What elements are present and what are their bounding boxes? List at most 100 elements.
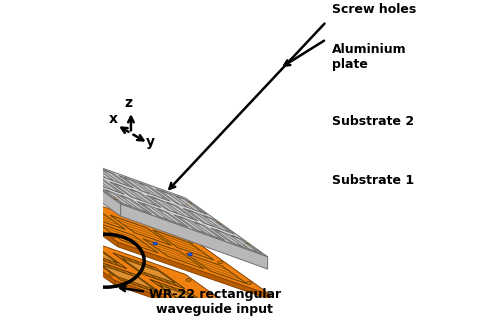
Polygon shape [38, 145, 268, 257]
Polygon shape [46, 149, 97, 175]
Ellipse shape [188, 253, 192, 256]
Ellipse shape [86, 176, 91, 179]
Ellipse shape [52, 232, 57, 235]
Polygon shape [194, 222, 220, 238]
Polygon shape [188, 210, 214, 226]
Polygon shape [130, 190, 156, 206]
Polygon shape [194, 222, 202, 225]
Polygon shape [115, 280, 268, 318]
Ellipse shape [214, 299, 220, 302]
Polygon shape [216, 230, 223, 232]
Polygon shape [87, 164, 114, 180]
Polygon shape [50, 151, 58, 154]
Text: x: x [109, 112, 118, 126]
Polygon shape [38, 145, 120, 216]
Ellipse shape [112, 235, 117, 238]
Polygon shape [204, 216, 210, 218]
Text: Aluminium
plate: Aluminium plate [332, 43, 407, 71]
Ellipse shape [244, 243, 249, 246]
Ellipse shape [153, 242, 158, 245]
Polygon shape [178, 217, 205, 233]
Ellipse shape [246, 281, 252, 284]
Polygon shape [36, 183, 270, 295]
Polygon shape [112, 253, 185, 289]
Polygon shape [118, 242, 270, 300]
Ellipse shape [114, 197, 120, 200]
Polygon shape [73, 169, 124, 194]
Polygon shape [176, 196, 202, 212]
Polygon shape [158, 209, 164, 212]
Polygon shape [105, 190, 132, 206]
Polygon shape [54, 233, 127, 269]
Polygon shape [122, 259, 176, 283]
Polygon shape [120, 196, 147, 212]
Polygon shape [150, 279, 222, 315]
Polygon shape [210, 228, 262, 254]
Ellipse shape [189, 240, 194, 243]
Ellipse shape [218, 261, 223, 264]
Text: y: y [146, 135, 156, 149]
Polygon shape [139, 183, 146, 186]
Polygon shape [151, 197, 178, 213]
Polygon shape [178, 217, 186, 219]
Polygon shape [102, 170, 128, 186]
Polygon shape [114, 184, 141, 200]
Polygon shape [110, 182, 161, 208]
Ellipse shape [186, 279, 191, 281]
Polygon shape [146, 195, 198, 221]
Polygon shape [114, 183, 122, 187]
Polygon shape [50, 151, 76, 167]
Polygon shape [139, 183, 166, 199]
Polygon shape [151, 197, 158, 200]
Polygon shape [142, 203, 150, 206]
Ellipse shape [215, 223, 220, 225]
Polygon shape [100, 188, 152, 214]
Polygon shape [166, 203, 193, 219]
Polygon shape [78, 171, 104, 187]
Polygon shape [216, 230, 242, 246]
Polygon shape [120, 204, 268, 269]
Polygon shape [120, 196, 128, 198]
Polygon shape [204, 216, 230, 232]
Text: Substrate 2: Substrate 2 [332, 115, 414, 128]
Text: Screw holes: Screw holes [332, 3, 416, 16]
Polygon shape [119, 176, 171, 201]
Ellipse shape [57, 156, 62, 158]
Polygon shape [124, 177, 150, 194]
Polygon shape [93, 176, 100, 179]
Polygon shape [130, 189, 138, 192]
Polygon shape [92, 259, 164, 295]
Polygon shape [124, 177, 131, 180]
Polygon shape [160, 285, 212, 309]
Polygon shape [166, 203, 174, 205]
Ellipse shape [83, 214, 88, 217]
Polygon shape [174, 215, 225, 240]
Ellipse shape [54, 194, 60, 197]
Text: z: z [124, 96, 132, 110]
Polygon shape [66, 156, 73, 159]
Polygon shape [160, 191, 187, 207]
Polygon shape [231, 235, 257, 252]
Polygon shape [32, 221, 268, 318]
Polygon shape [101, 265, 154, 289]
Polygon shape [142, 204, 168, 220]
Polygon shape [66, 156, 92, 173]
Text: WR-22 rectangular
waveguide input: WR-22 rectangular waveguide input [120, 286, 281, 315]
Polygon shape [78, 170, 85, 173]
Polygon shape [93, 176, 120, 192]
Polygon shape [183, 208, 234, 234]
Polygon shape [137, 201, 188, 227]
Polygon shape [188, 210, 196, 213]
Polygon shape [36, 183, 117, 247]
Polygon shape [158, 209, 184, 225]
Polygon shape [32, 221, 115, 285]
Polygon shape [231, 235, 238, 238]
Ellipse shape [80, 252, 86, 255]
Polygon shape [160, 190, 168, 193]
Polygon shape [102, 169, 110, 172]
Polygon shape [156, 189, 207, 215]
Polygon shape [64, 238, 118, 263]
Polygon shape [82, 162, 134, 188]
Text: Substrate 1: Substrate 1 [332, 174, 414, 187]
Ellipse shape [109, 273, 114, 276]
